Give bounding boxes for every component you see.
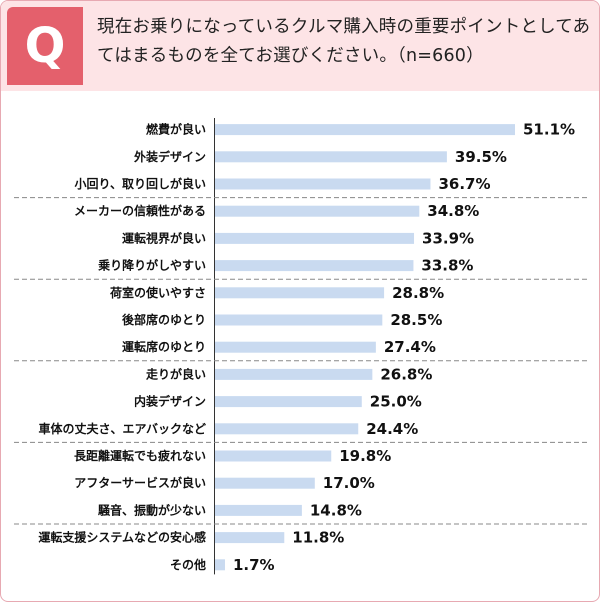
category-label: 乗り降りがしやすい (98, 258, 206, 273)
bar (215, 232, 415, 244)
value-label: 36.7% (438, 175, 490, 193)
category-label: その他 (170, 557, 206, 572)
bar (215, 559, 225, 571)
value-label: 33.8% (421, 257, 473, 275)
category-label: 燃費が良い (146, 122, 206, 137)
value-label: 33.9% (422, 229, 474, 247)
bar (215, 314, 383, 326)
value-label: 17.0% (323, 474, 375, 492)
value-label: 19.8% (339, 447, 391, 465)
question-badge: Q (7, 7, 83, 85)
category-label: 車体の丈夫さ、エアバックなど (38, 421, 206, 436)
category-label: 長距離運転でも疲れない (74, 448, 206, 463)
category-label: 運転席のゆとり (122, 339, 206, 354)
value-label: 1.7% (233, 556, 275, 574)
category-label: 運転視界が良い (122, 230, 206, 245)
bar (215, 450, 332, 462)
bar (215, 287, 385, 299)
bar (215, 205, 420, 217)
value-label: 28.5% (390, 311, 442, 329)
value-label: 28.8% (392, 284, 444, 302)
bar (215, 477, 315, 489)
bar (215, 151, 447, 163)
category-label: 走りが良い (146, 366, 206, 381)
question-text: 現在お乗りになっているクルマ購入時の重要ポイントとしてあてはまるものを全てお選び… (97, 17, 591, 66)
value-label: 25.0% (370, 393, 422, 411)
bar (215, 341, 376, 353)
question-header: Q 現在お乗りになっているクルマ購入時の重要ポイントとしてあてはまるものを全てお… (1, 1, 599, 91)
bar (215, 532, 285, 544)
category-label: メーカーの信頼性がある (74, 203, 206, 218)
bar (215, 396, 362, 408)
bar (215, 368, 373, 380)
category-label: 小回り、取り回しが良い (74, 176, 206, 191)
value-label: 24.4% (366, 420, 418, 438)
bar (215, 504, 302, 516)
category-label: 荷室の使いやすさ (109, 285, 206, 300)
bar (215, 178, 431, 190)
category-label: 騒音、振動が少ない (97, 502, 206, 517)
value-label: 34.8% (427, 202, 479, 220)
bar (215, 423, 359, 435)
bar (215, 124, 515, 136)
value-label: 27.4% (384, 338, 436, 356)
category-label: 外装デザイン (134, 149, 206, 164)
value-label: 26.8% (380, 365, 432, 383)
value-label: 11.8% (292, 529, 344, 547)
category-label: アフターサービスが良い (74, 475, 206, 490)
category-label: 後部席のゆとり (122, 312, 206, 327)
bar (215, 260, 414, 272)
category-label: 運転支援システムなどの安心感 (38, 530, 206, 545)
value-label: 39.5% (455, 148, 507, 166)
category-label: 内装デザイン (134, 394, 206, 409)
value-label: 14.8% (310, 501, 362, 519)
value-label: 51.1% (523, 121, 575, 139)
